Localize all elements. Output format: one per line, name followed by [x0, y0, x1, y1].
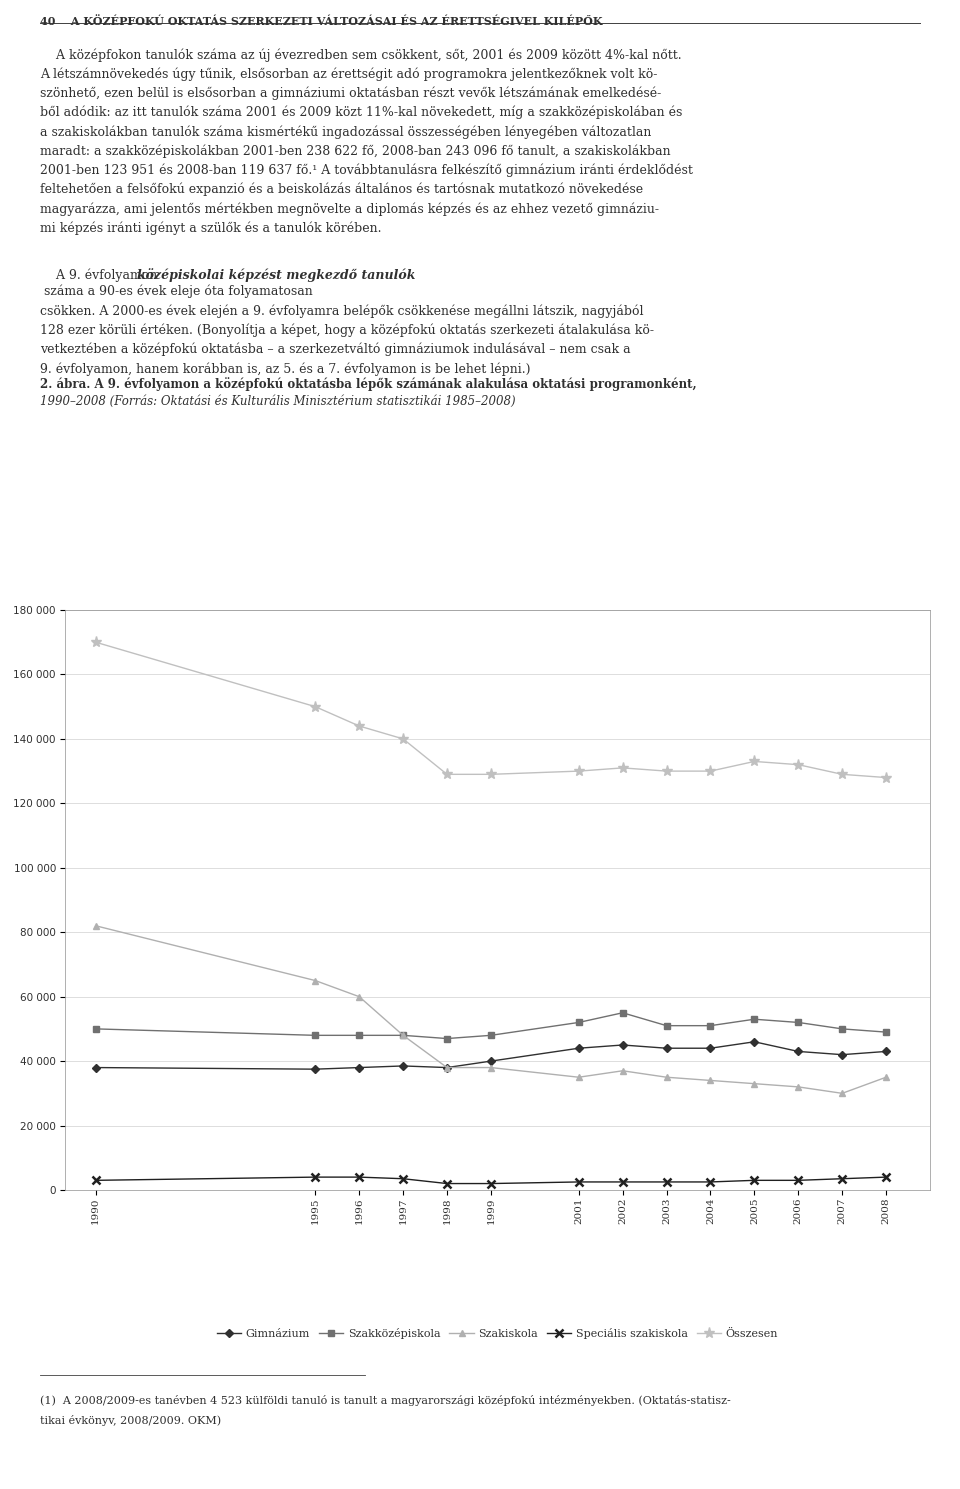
Text: A középfokon tanulók száma az új évezredben sem csökkent, sőt, 2001 és 2009 közö: A középfokon tanulók száma az új évezred…: [40, 48, 693, 235]
Text: tikai évkönyv, 2008/2009. OKM): tikai évkönyv, 2008/2009. OKM): [40, 1415, 222, 1426]
Text: száma a 90-es évek eleje óta folyamatosan
csökken. A 2000-es évek elején a 9. év: száma a 90-es évek eleje óta folyamatosa…: [40, 284, 655, 375]
Text: (1)  A 2008/2009-es tanévben 4 523 külföldi tanuló is tanult a magyarországi köz: (1) A 2008/2009-es tanévben 4 523 külföl…: [40, 1395, 732, 1406]
Text: 1990–2008 (Forrás: Oktatási és Kulturális Minisztérium statisztikái 1985–2008): 1990–2008 (Forrás: Oktatási és Kulturáli…: [40, 395, 516, 408]
Text: 2. ábra. A 9. évfolyamon a középfokú oktatásba lépők számának alakulása oktatási: 2. ábra. A 9. évfolyamon a középfokú okt…: [40, 377, 697, 392]
Text: A 9. évfolyamon: A 9. évfolyamon: [40, 268, 161, 281]
Legend: Gimnázium, Szakközépiskola, Szakiskola, Speciális szakiskola, Összesen: Gimnázium, Szakközépiskola, Szakiskola, …: [212, 1324, 782, 1343]
Text: 40    A KÖZÉPFOKÚ OKTATÁS SZERKEZETI VÁLTOZÁSAI ÉS AZ ÉRETTSÉGIVEL KILÉPŐK: 40 A KÖZÉPFOKÚ OKTATÁS SZERKEZETI VÁLTOZ…: [40, 15, 603, 27]
Text: középiskolai képzést megkezdő tanulók: középiskolai képzést megkezdő tanulók: [137, 268, 416, 281]
